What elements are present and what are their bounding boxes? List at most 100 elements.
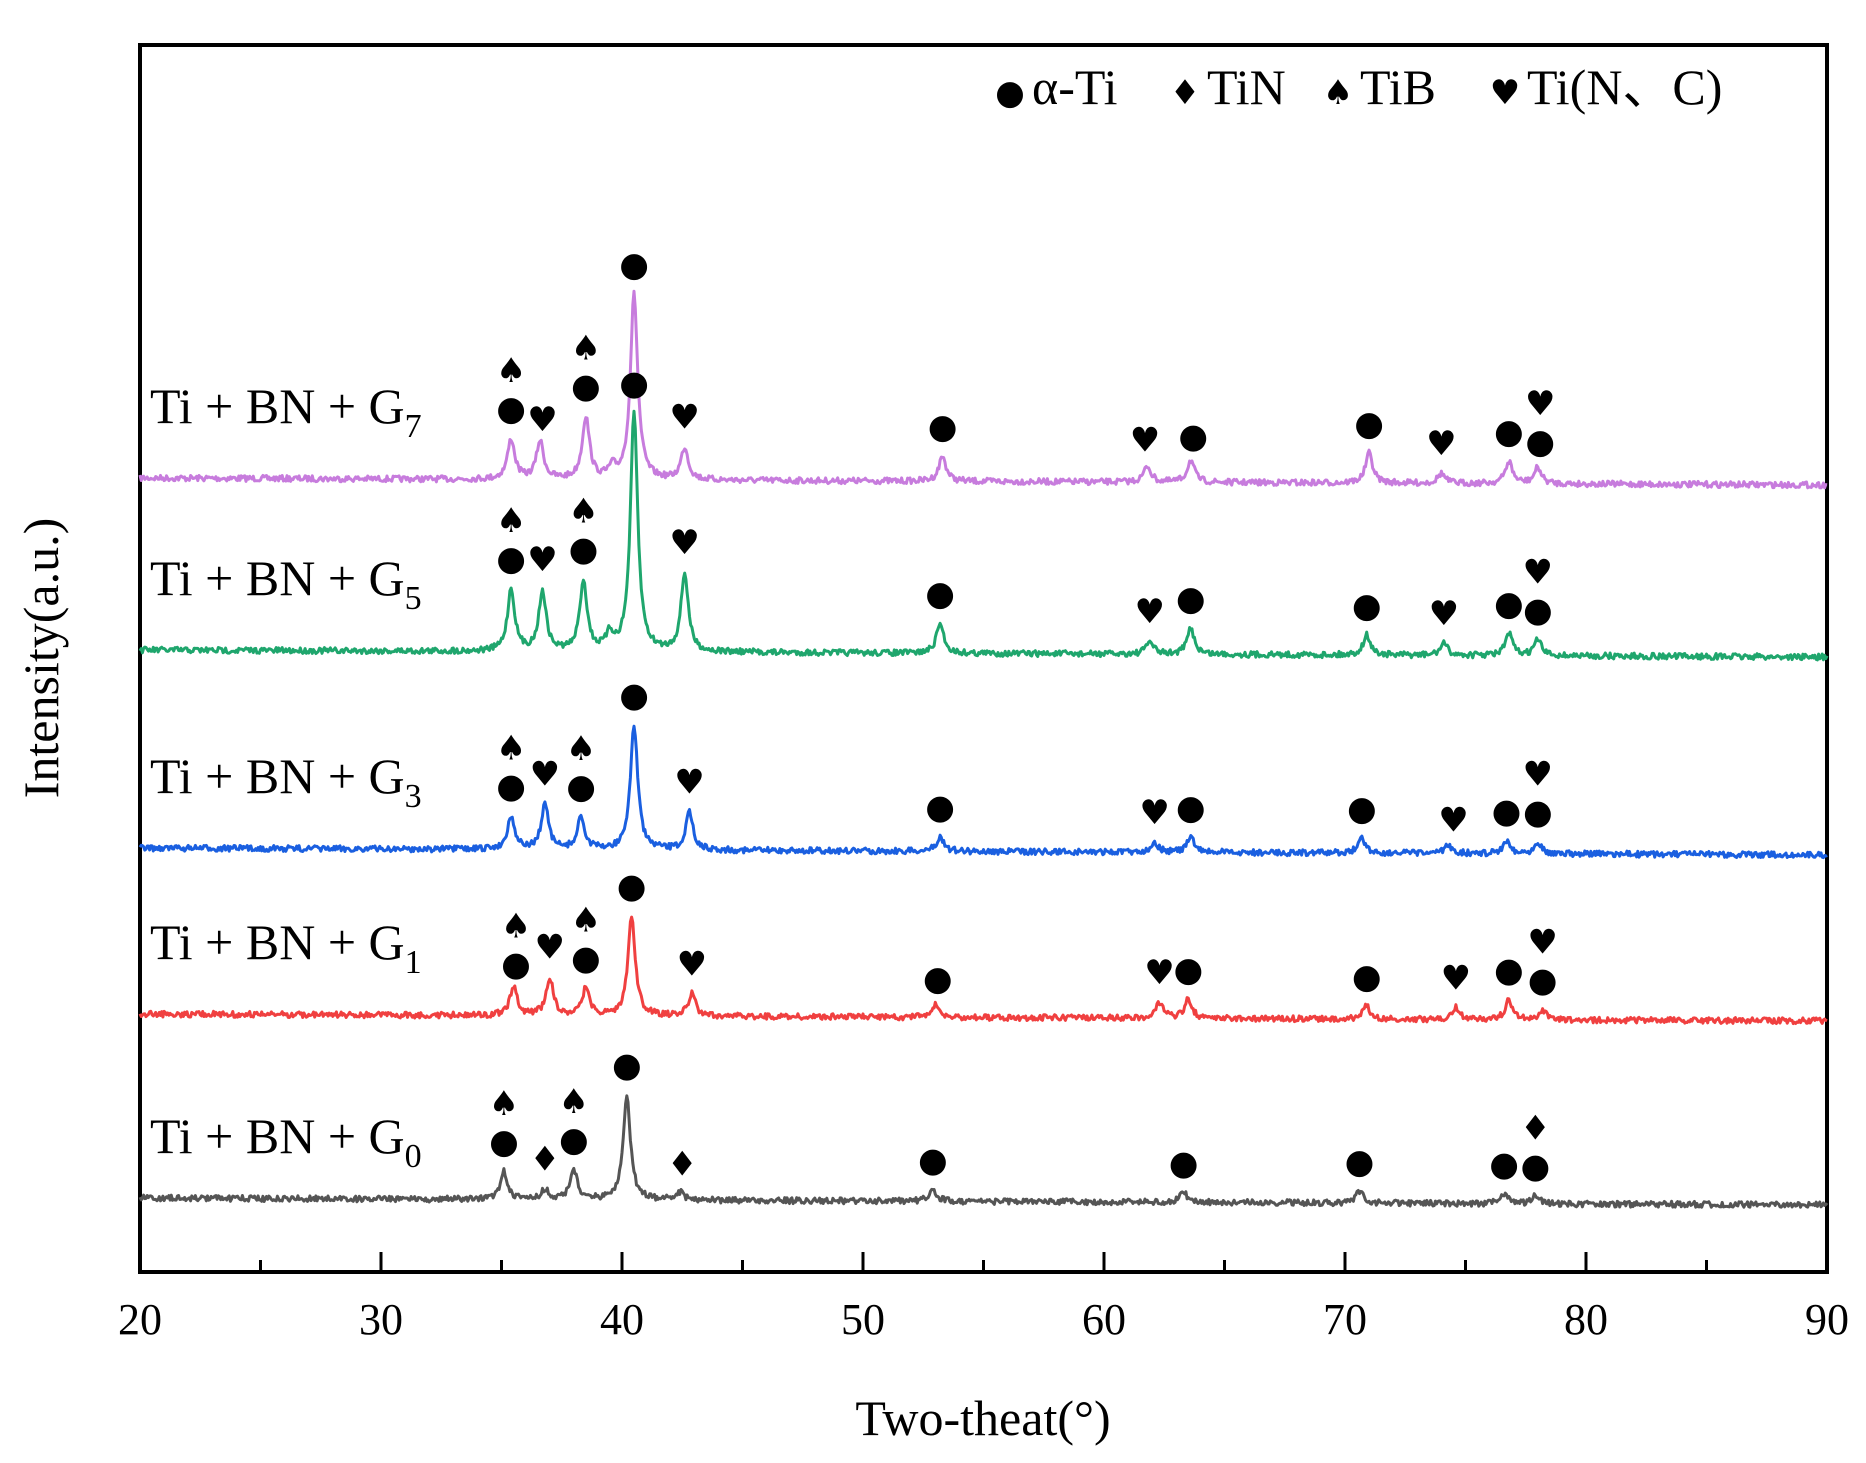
series-layer — [138, 289, 1829, 1209]
diamond-marker-g0-1: ♦ — [530, 1139, 560, 1179]
legend-label-circle: α-Ti — [1032, 59, 1118, 115]
series-label-main: Ti + BN + G — [150, 748, 405, 804]
series-label-g3: Ti + BN + G3 — [150, 748, 422, 815]
legend-diamond-icon: ♦ — [1170, 73, 1200, 113]
spade-marker-g0-0: ♠ — [489, 1084, 519, 1124]
series-label-g1: Ti + BN + G1 — [150, 914, 422, 981]
x-tick-label-30: 30 — [359, 1295, 403, 1344]
circle-marker-g5-5: ● — [925, 574, 955, 614]
spade-marker-g1-2: ♠ — [571, 900, 601, 940]
phase-markers: ●♠♥●♠●♥ ● ♥ ● ●♥ ● ●♥●♠♥ ●♠●♥● ♥ ● ● ♥ ● ●♥●♠♥ ●♠●♥● ♥ ●… — [489, 245, 1558, 1187]
x-axis-ticks: 20 30 40 50 60 70 80 90 — [118, 1252, 1849, 1344]
series-label-g0: Ti + BN + G0 — [150, 1108, 422, 1175]
heart-marker-g5-1: ♥ — [527, 540, 557, 580]
spade-marker-g5-0: ♠ — [496, 501, 526, 541]
legend-circle-icon: ● — [995, 73, 1025, 113]
legend-spade-icon: ♠ — [1323, 73, 1353, 113]
circle-marker-g0-2: ● — [559, 1120, 589, 1160]
circle-marker-g0-0: ● — [489, 1122, 519, 1162]
x-tick-label-50: 50 — [841, 1295, 885, 1344]
x-tick-label-20: 20 — [118, 1295, 162, 1344]
series-line-g7 — [138, 289, 1828, 490]
heart-marker-g3-11: ♥ — [1523, 755, 1553, 795]
series-label-main: Ti + BN + G — [150, 914, 405, 970]
heart-marker-g1-6: ♥ — [1144, 953, 1174, 993]
circle-marker-g1-3: ● — [617, 867, 647, 907]
x-tick-label-90: 90 — [1805, 1295, 1849, 1344]
circle-marker-g5-0: ● — [496, 539, 526, 579]
series-label-subscript: 5 — [405, 580, 422, 617]
series-label-main: Ti + BN + G — [150, 1108, 405, 1164]
circle-marker-g3-8: ● — [1347, 789, 1377, 829]
series-label-subscript: 1 — [405, 944, 422, 981]
circle-marker-g5-3: ● — [619, 363, 649, 403]
circle-marker-g3-3: ● — [619, 675, 649, 715]
series-label-g5: Ti + BN + G5 — [150, 550, 422, 617]
heart-marker-g3-9: ♥ — [1438, 801, 1468, 841]
circle-marker-g5-8: ● — [1352, 586, 1382, 626]
circle-marker-g5-7: ● — [1176, 579, 1206, 619]
x-tick-label-40: 40 — [600, 1295, 644, 1344]
plot-frame — [138, 43, 1829, 1274]
series-line-g1 — [138, 915, 1828, 1026]
series-label-subscript: 7 — [405, 408, 422, 445]
circle-marker-g0-5: ● — [918, 1140, 948, 1180]
circle-marker-g1-10: ● — [1494, 950, 1524, 990]
heart-marker-g3-6: ♥ — [1139, 793, 1169, 833]
circle-marker-g3-11: ● — [1523, 793, 1553, 833]
circle-marker-g3-7: ● — [1176, 788, 1206, 828]
legend-label-spade: TiB — [1360, 59, 1436, 115]
series-label-subscript: 0 — [405, 1138, 422, 1175]
circle-marker-g0-7: ● — [1345, 1142, 1375, 1182]
circle-marker-g1-8: ● — [1352, 957, 1382, 997]
legend: ● α-Ti ♦ TiN ♠ TiB ♥ Ti(N、C) — [995, 59, 1722, 115]
heart-marker-g3-4: ♥ — [674, 762, 704, 802]
x-tick-label-70: 70 — [1323, 1295, 1367, 1344]
heart-marker-g7-4: ♥ — [669, 398, 699, 438]
circle-marker-g7-2: ● — [571, 367, 601, 407]
circle-marker-g0-6: ● — [1169, 1143, 1199, 1183]
series-line-g5 — [138, 409, 1829, 662]
circle-marker-g3-5: ● — [925, 787, 955, 827]
circle-marker-g5-2: ● — [569, 530, 599, 570]
circle-marker-g0-9: ● — [1521, 1147, 1551, 1187]
spade-marker-g7-0: ♠ — [496, 351, 526, 391]
heart-marker-g3-1: ♥ — [530, 754, 560, 794]
circle-marker-g7-0: ● — [496, 389, 526, 429]
circle-marker-g1-7: ● — [1174, 950, 1204, 990]
heart-marker-g1-4: ♥ — [677, 945, 707, 985]
heart-marker-g7-9: ♥ — [1426, 424, 1456, 464]
spade-marker-g3-2: ♠ — [566, 729, 596, 769]
diamond-marker-g0-4: ♦ — [667, 1144, 697, 1184]
series-label-subscript: 3 — [405, 778, 422, 815]
circle-marker-g0-8: ● — [1489, 1144, 1519, 1184]
circle-marker-g7-8: ● — [1354, 404, 1384, 444]
legend-label-heart: Ti(N、C) — [1527, 59, 1722, 115]
legend-label-diamond: TiN — [1207, 59, 1286, 115]
spade-marker-g1-0: ♠ — [501, 906, 531, 946]
circle-marker-g1-11: ● — [1528, 960, 1558, 1000]
heart-marker-g1-11: ♥ — [1527, 922, 1557, 962]
heart-marker-g7-6: ♥ — [1130, 421, 1160, 461]
legend-heart-icon: ♥ — [1490, 73, 1520, 113]
spade-marker-g0-2: ♠ — [559, 1082, 589, 1122]
circle-marker-g1-5: ● — [923, 959, 953, 999]
circle-marker-g7-3: ● — [619, 245, 649, 285]
series-label-main: Ti + BN + G — [150, 378, 405, 434]
spade-marker-g5-2: ♠ — [568, 492, 598, 532]
circle-marker-g7-10: ● — [1494, 412, 1524, 452]
series-label-main: Ti + BN + G — [150, 550, 405, 606]
heart-marker-g5-11: ♥ — [1523, 552, 1553, 592]
circle-marker-g3-10: ● — [1492, 791, 1522, 831]
heart-marker-g1-1: ♥ — [534, 928, 564, 968]
circle-marker-g1-0: ● — [501, 944, 531, 984]
circle-marker-g7-11: ● — [1525, 422, 1555, 462]
heart-marker-g5-4: ♥ — [669, 523, 699, 563]
heart-marker-g7-11: ♥ — [1525, 384, 1555, 424]
x-tick-label-80: 80 — [1564, 1295, 1608, 1344]
circle-marker-g5-11: ● — [1523, 590, 1553, 630]
circle-marker-g0-3: ● — [612, 1046, 642, 1086]
circle-marker-g3-2: ● — [566, 767, 596, 807]
heart-marker-g1-9: ♥ — [1441, 958, 1471, 998]
